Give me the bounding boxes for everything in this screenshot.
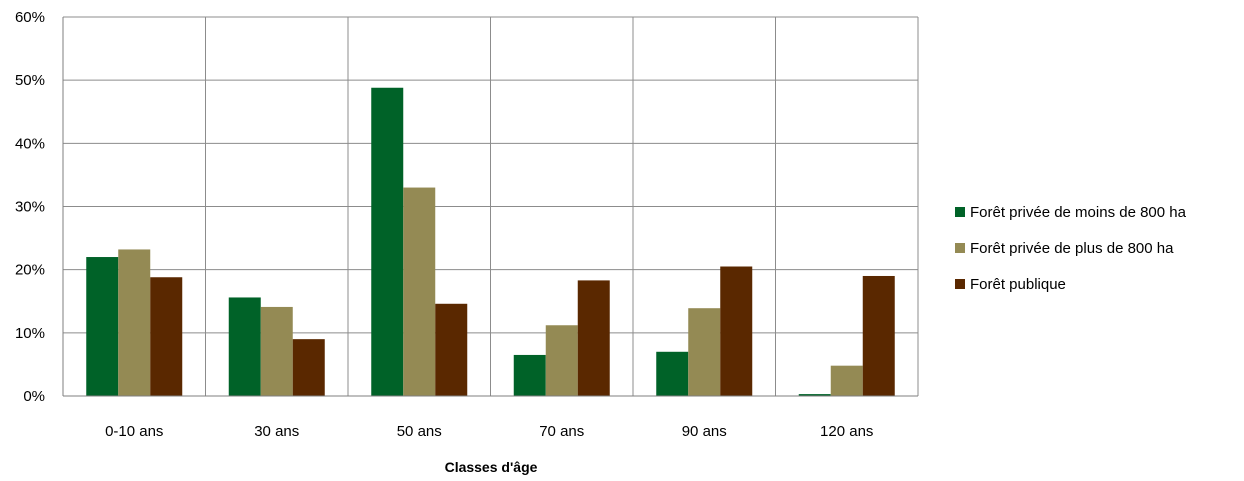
legend-swatch <box>955 243 965 253</box>
bar <box>798 394 831 396</box>
y-tick-label: 60% <box>15 9 45 26</box>
legend: Forêt privée de moins de 800 ha Forêt pri… <box>955 204 1187 293</box>
bar <box>688 308 721 396</box>
bar <box>656 351 689 396</box>
x-axis-title: Classes d'âge <box>445 459 538 475</box>
y-tick-label: 10% <box>15 325 45 342</box>
y-tick-label: 50% <box>15 72 45 89</box>
y-tick-label: 20% <box>15 262 45 279</box>
x-tick-label: 70 ans <box>539 423 584 440</box>
bar <box>577 280 610 396</box>
bar <box>545 325 578 396</box>
bar <box>513 354 546 396</box>
bar <box>118 249 151 396</box>
bar <box>435 303 468 396</box>
bar <box>371 87 404 396</box>
legend-label: Forêt publique <box>970 276 1066 293</box>
bar <box>720 266 753 396</box>
y-tick-label: 30% <box>15 199 45 216</box>
x-tick-labels: 0-10 ans 30 ans 50 ans 70 ans 90 ans 120 ans <box>105 423 873 440</box>
legend-label: Forêt privée de plus de 800 ha <box>970 240 1174 257</box>
bar <box>150 277 183 396</box>
legend-swatch <box>955 279 965 289</box>
bar <box>292 339 325 396</box>
x-tick-label: 120 ans <box>820 423 873 440</box>
bar <box>86 257 119 396</box>
x-tick-label: 90 ans <box>682 423 727 440</box>
gridlines <box>62 16 919 397</box>
bar <box>403 187 436 396</box>
bar <box>228 297 261 396</box>
legend-label: Forêt privée de moins de 800 ha <box>970 204 1187 221</box>
y-tick-labels: 0% 10% 20% 30% 40% 50% 60% <box>15 9 45 405</box>
bars <box>86 87 895 396</box>
x-tick-label: 0-10 ans <box>105 423 163 440</box>
bar <box>862 275 895 396</box>
y-tick-label: 40% <box>15 135 45 152</box>
axes <box>62 17 918 397</box>
bar <box>260 306 293 396</box>
bar <box>830 365 863 396</box>
legend-swatch <box>955 207 965 217</box>
x-tick-label: 50 ans <box>397 423 442 440</box>
x-tick-label: 30 ans <box>254 423 299 440</box>
y-tick-label: 0% <box>23 388 45 405</box>
